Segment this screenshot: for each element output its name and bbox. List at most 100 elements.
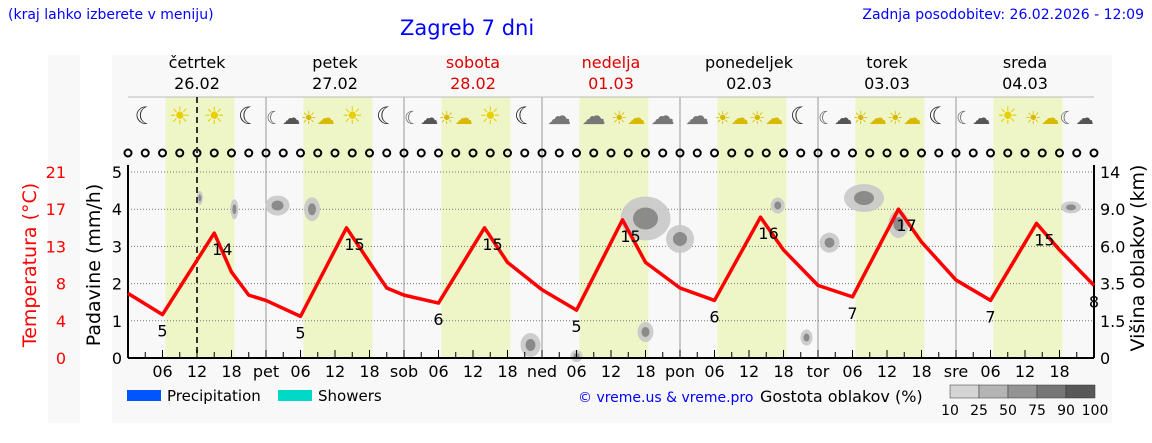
location-hint[interactable]: (kraj lahko izberete v meniju) [8, 7, 214, 23]
wind-calm-icon [848, 148, 857, 158]
cloud-density-core [198, 194, 202, 202]
wind-calm-icon [951, 148, 961, 158]
cloud-density-core [271, 200, 284, 211]
daylight-band [165, 97, 235, 358]
wind-calm-icon [675, 148, 685, 158]
hour-tick-label: 06 [704, 362, 724, 381]
day-date: 04.03 [1002, 74, 1048, 93]
cloud-icon: ☁ [547, 102, 571, 130]
temp-tick-label: 4 [56, 312, 66, 331]
temp-label: 5 [157, 322, 167, 341]
wind-calm-icon [1020, 148, 1030, 158]
wind-calm-icon [330, 148, 340, 158]
moon-cloud-icon: ☾☁ [818, 108, 852, 129]
temp-label: 14 [212, 240, 232, 259]
cloud-density-swatch [1065, 384, 1096, 399]
temp-tick-label: 21 [46, 163, 66, 182]
hour-tick-label: 18 [635, 362, 655, 381]
sun-cloud-icon: ☀☁ [439, 108, 473, 129]
wind-calm-icon [934, 148, 944, 158]
day-short-label: pon [665, 362, 695, 381]
wind-calm-icon [865, 148, 875, 158]
precip-tick-label: 2 [112, 275, 122, 294]
wind-calm-icon [485, 148, 495, 158]
cloud-density-level: 90 [1057, 403, 1075, 419]
moon-icon: ☾ [790, 102, 812, 130]
moon-cloud-icon: ☾☁ [266, 108, 300, 129]
hour-tick-label: 06 [566, 362, 586, 381]
wind-calm-icon [692, 148, 702, 158]
hour-tick-label: 12 [187, 362, 207, 381]
temp-label: 15 [1034, 230, 1054, 249]
day-name: sobota [446, 53, 500, 72]
cloud-height-tick-label: 6.0 [1100, 237, 1125, 256]
wind-calm-icon [1003, 148, 1013, 158]
wind-calm-icon [796, 148, 806, 158]
hour-tick-label: 06 [428, 362, 448, 381]
temp-label: 15 [482, 235, 502, 254]
sun-icon: ☀ [203, 102, 225, 130]
temp-tick-label: 13 [46, 237, 66, 256]
temp-axis-title: Temperatura (°C) [19, 183, 41, 348]
sun-icon: ☀ [479, 102, 501, 130]
temp-label: 6 [709, 307, 719, 326]
wind-calm-icon [261, 148, 271, 158]
hour-tick-label: 12 [877, 362, 897, 381]
cloud-density-swatch [949, 384, 980, 399]
temp-label: 7 [985, 307, 995, 326]
wind-calm-icon [917, 148, 926, 158]
wind-calm-icon [123, 148, 133, 158]
wind-calm-icon [986, 148, 995, 158]
wind-calm-icon [503, 148, 512, 158]
cloud-height-tick-label: 1.5 [1100, 312, 1125, 331]
temp-tick-label: 17 [46, 200, 66, 219]
hour-tick-label: 18 [497, 362, 517, 381]
cloud-density-core [633, 207, 658, 230]
wind-calm-icon [520, 148, 530, 158]
wind-calm-icon [278, 148, 288, 158]
showers-legend-swatch [278, 390, 312, 401]
cloud-density-level: 100 [1082, 403, 1109, 419]
day-date: 27.02 [312, 74, 358, 93]
moon-icon: ☾ [514, 102, 536, 130]
day-date: 02.03 [726, 74, 772, 93]
hour-tick-label: 06 [152, 362, 172, 381]
temp-tick-label: 8 [56, 275, 66, 294]
hour-tick-label: 18 [359, 362, 379, 381]
day-date: 28.02 [450, 74, 496, 93]
precipitation-legend-swatch [127, 390, 161, 401]
day-date: 03.03 [864, 74, 910, 93]
temp-label: 6 [433, 310, 443, 329]
day-short-label: ned [527, 362, 557, 381]
wind-calm-icon [1055, 148, 1064, 158]
cloud-density-core [525, 338, 536, 351]
day-date: 26.02 [174, 74, 220, 93]
wind-calm-icon [761, 148, 771, 158]
moon-cloud-icon: ☾☁ [1060, 108, 1094, 129]
wind-calm-icon [710, 148, 719, 158]
moon-icon: ☾ [928, 102, 950, 130]
temp-tick-label: 0 [56, 349, 66, 368]
precipitation-legend-label: Precipitation [167, 387, 261, 405]
cloud-density-level: 25 [970, 403, 988, 419]
wind-calm-icon [1072, 148, 1082, 158]
cloud-density-title: Gostota oblakov (%) [760, 387, 923, 406]
wind-calm-icon [744, 148, 754, 158]
precip-tick-label: 5 [112, 163, 122, 182]
wind-calm-icon [313, 148, 323, 158]
cloud-density-swatch [1036, 384, 1067, 399]
day-name: nedelja [582, 53, 641, 72]
cloud-height-axis-title: Višina oblakov (km) [1127, 165, 1149, 352]
cloud-height-tick-label: 0 [1100, 349, 1110, 368]
hour-tick-label: 06 [980, 362, 1000, 381]
day-short-label: pet [253, 362, 279, 381]
hour-tick-label: 12 [325, 362, 345, 381]
left-axis-band [48, 55, 80, 423]
cloud-density-core [803, 333, 810, 342]
day-name: torek [866, 53, 908, 72]
temp-label: 16 [758, 224, 778, 243]
wind-calm-icon [813, 148, 823, 158]
cloud-density-core [232, 204, 237, 215]
wind-calm-icon [209, 148, 219, 158]
day-short-label: sob [390, 362, 418, 381]
